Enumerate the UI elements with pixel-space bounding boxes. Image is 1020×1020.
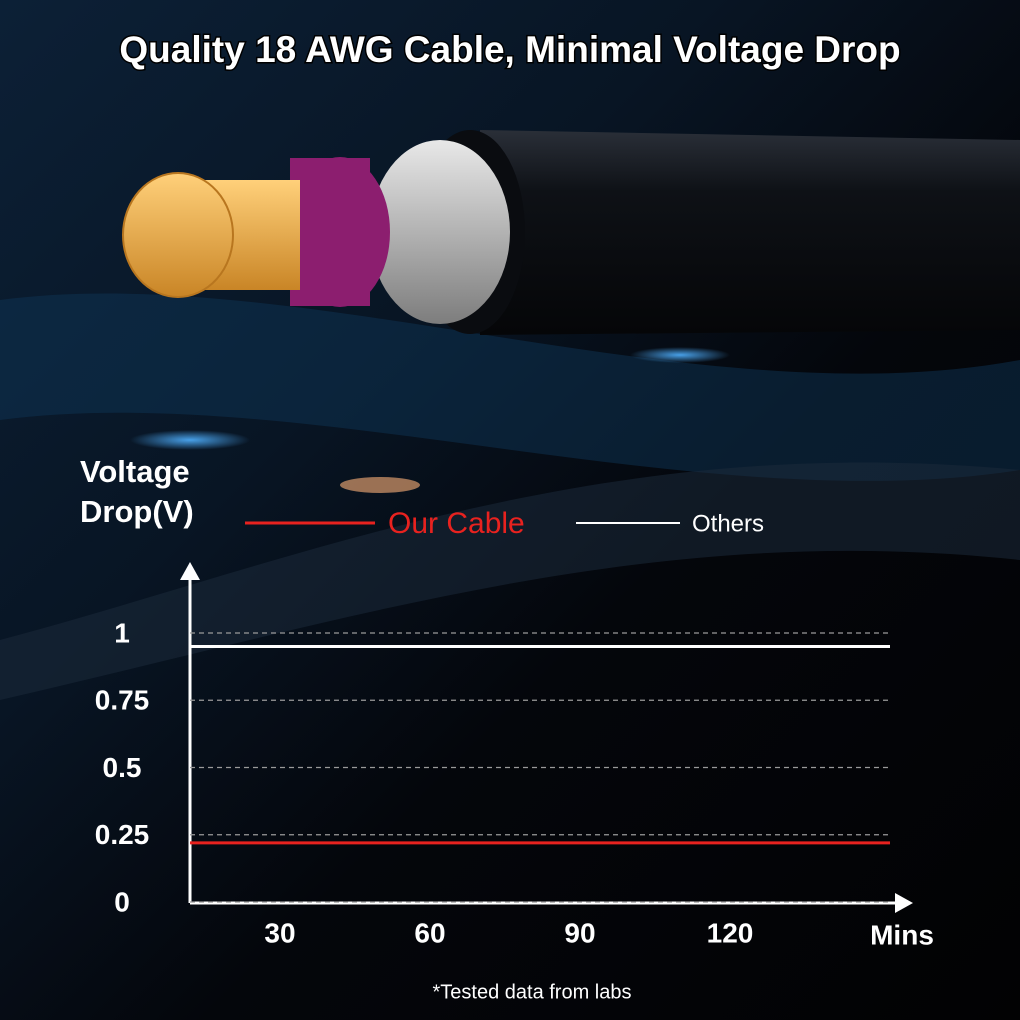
x-axis-label: Mins (870, 919, 934, 950)
cable-insulation (290, 158, 370, 306)
y-tick-label: 1 (114, 617, 130, 648)
y-axis-label: Voltage Drop(V) (80, 454, 194, 529)
legend-label: Others (692, 510, 764, 537)
light-streak (0, 462, 1020, 700)
glow (630, 347, 730, 363)
light-streak (0, 293, 1020, 481)
glow (340, 477, 420, 493)
y-tick-label: 0.5 (103, 752, 142, 783)
footnote: *Tested data from labs (433, 981, 632, 1003)
legend-label: Our Cable (388, 507, 525, 540)
cable-copper-end (122, 172, 234, 298)
y-tick-label: 0.25 (95, 819, 150, 850)
x-tick-label: 90 (564, 917, 595, 948)
y-tick-label: 0 (114, 886, 130, 917)
x-tick-label: 30 (264, 917, 295, 948)
cable-jacket (480, 130, 1020, 335)
x-axis-arrow (895, 893, 913, 913)
x-tick-label: 60 (414, 917, 445, 948)
chart-title: Quality 18 AWG Cable, Minimal Voltage Dr… (119, 29, 900, 70)
cable-shield (370, 140, 510, 324)
y-axis-arrow (180, 562, 200, 580)
y-tick-label: 0.75 (95, 685, 150, 716)
glow (130, 430, 250, 450)
x-tick-label: 120 (707, 917, 754, 948)
